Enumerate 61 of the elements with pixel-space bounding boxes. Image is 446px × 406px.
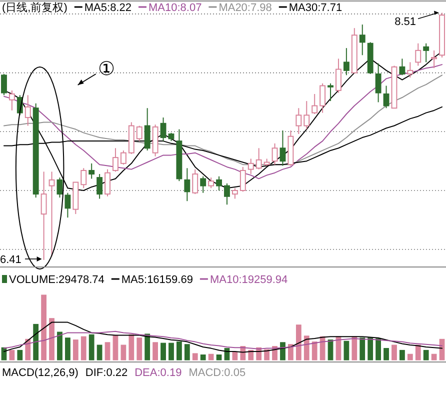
bar <box>152 342 158 360</box>
annotation: ① <box>98 58 115 80</box>
bar <box>320 336 326 360</box>
legend: MACD(12,26,9) DIF:0.22 DEA:0.19 MACD:0.05 <box>2 367 246 379</box>
bar <box>208 354 214 360</box>
bar <box>216 354 222 360</box>
legend-label: MA5:16159.69 <box>121 274 193 286</box>
annotation: 6.41 <box>0 254 22 266</box>
bar <box>120 344 126 360</box>
bar <box>360 338 366 360</box>
bar <box>9 350 15 360</box>
legend-label: MA5:8.22 <box>84 2 132 14</box>
bar <box>33 324 39 360</box>
bar <box>168 342 174 360</box>
bar <box>376 338 381 360</box>
legend-label: MA30:7.71 <box>288 2 342 14</box>
bar <box>112 335 118 360</box>
bar <box>400 350 405 360</box>
bar <box>288 344 294 360</box>
bar <box>136 338 142 360</box>
legend-label: VOLUME:29478.74 <box>9 274 104 286</box>
chart-title: (日线,前复权) <box>2 1 68 14</box>
bar <box>184 344 190 360</box>
annotation: 8.51 <box>394 16 416 28</box>
bar <box>104 342 110 360</box>
legend-label: MA10:19259.94 <box>210 274 288 286</box>
bar <box>248 350 254 360</box>
bar <box>344 340 350 360</box>
bar <box>296 324 302 360</box>
bar <box>144 334 150 360</box>
bar <box>88 334 94 360</box>
bar <box>57 332 62 360</box>
bar <box>49 318 54 360</box>
bar <box>25 338 31 360</box>
bar <box>17 350 23 360</box>
bar <box>160 342 166 360</box>
bar <box>407 354 413 360</box>
legend-label: MA20:7.98 <box>218 2 272 14</box>
bar <box>392 344 397 360</box>
bar <box>192 353 198 360</box>
bar <box>264 349 270 360</box>
bar <box>80 336 86 360</box>
bar <box>72 340 78 360</box>
bar <box>128 334 134 360</box>
bar <box>41 294 46 360</box>
bar <box>96 344 102 360</box>
bar <box>176 342 182 360</box>
bar <box>304 336 310 360</box>
bar <box>423 350 429 360</box>
bar <box>65 338 70 360</box>
bar <box>312 342 318 360</box>
bar <box>384 348 389 360</box>
bar <box>328 340 334 360</box>
bar <box>232 352 238 360</box>
bar <box>368 338 374 360</box>
bar <box>431 354 437 360</box>
bar <box>200 354 206 360</box>
bar <box>352 336 358 360</box>
bar <box>280 342 286 360</box>
legend-label: MA10:8.07 <box>148 2 202 14</box>
bar <box>415 344 421 360</box>
